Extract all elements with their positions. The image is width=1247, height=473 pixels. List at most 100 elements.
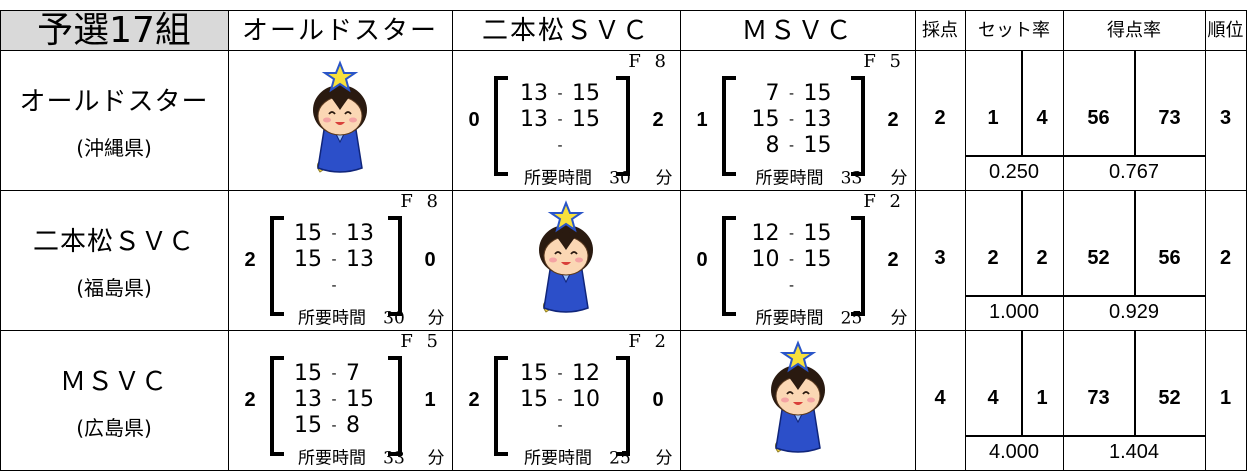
points-lost: 52 [1158, 387, 1181, 409]
rule [388, 216, 402, 220]
rule [398, 216, 402, 316]
rule [494, 76, 508, 80]
left-score: 2 [244, 249, 256, 271]
rule [494, 356, 508, 360]
set-separator: - [557, 418, 563, 434]
left-score: 2 [468, 389, 480, 411]
time-label: 所要時間 [755, 168, 824, 189]
set-score: 15 [294, 413, 322, 438]
set-separator: - [331, 392, 337, 408]
rule [494, 172, 508, 176]
score-rate: 0.929 [1108, 301, 1160, 323]
set-separator: - [331, 366, 337, 382]
time-value: 30 [609, 168, 631, 189]
rule [1134, 50, 1136, 155]
set-score: 13 [346, 221, 374, 246]
set-separator: - [331, 418, 337, 434]
rank: 2 [1219, 247, 1232, 269]
rule [494, 356, 498, 456]
rule [722, 172, 736, 176]
right-score: 1 [424, 389, 436, 411]
points-won: 52 [1087, 247, 1110, 269]
rule [494, 452, 508, 456]
set-score: 15 [520, 361, 548, 386]
rule [722, 216, 726, 316]
time-value: 25 [609, 448, 631, 469]
left-score: 0 [696, 249, 708, 271]
set-score: 13 [346, 247, 374, 272]
set-score: 8 [346, 413, 360, 438]
header-team: 二本松ＳＶＣ [481, 16, 651, 46]
time-value: 33 [840, 168, 863, 189]
set-separator: - [788, 86, 795, 102]
points-won: 73 [1087, 387, 1110, 409]
time-unit: 分 [655, 168, 673, 189]
team-cell [0, 190, 229, 331]
set-score: 15 [803, 247, 832, 272]
court: F 2 [628, 331, 670, 352]
set-separator: - [331, 226, 337, 242]
rule [861, 216, 865, 316]
rule [722, 216, 736, 220]
rule [494, 76, 498, 176]
time-value: 33 [383, 448, 405, 469]
rule [616, 356, 630, 360]
sets-won: 1 [987, 107, 999, 129]
set-rate: 0.250 [988, 161, 1040, 183]
prefecture: (広島県) [76, 416, 152, 440]
right-score: 2 [652, 109, 664, 131]
rule [851, 172, 865, 176]
set-score: 10 [751, 247, 780, 272]
court: F 2 [863, 191, 905, 212]
header-label: 得点率 [1107, 20, 1161, 41]
team-name: 二本松ＳＶＣ [32, 227, 196, 257]
set-separator: - [788, 138, 795, 154]
points-lost: 73 [1158, 107, 1181, 129]
set-score: 15 [294, 247, 322, 272]
header-team: ＭＳＶＣ [741, 16, 854, 46]
header-team: オールドスター [241, 16, 439, 46]
rule [722, 312, 736, 316]
points: 4 [934, 387, 946, 409]
rule [861, 76, 865, 176]
set-score: 12 [751, 221, 780, 246]
time-label: 所要時間 [524, 168, 592, 189]
set-score: 7 [765, 81, 780, 106]
set-score: 15 [803, 81, 832, 106]
set-score: 15 [572, 81, 600, 106]
points: 2 [934, 107, 946, 129]
rule [270, 356, 284, 360]
rule [616, 76, 630, 80]
set-separator: - [557, 392, 563, 408]
set-separator: - [557, 86, 563, 102]
time-unit: 分 [427, 308, 445, 329]
mascot [770, 340, 825, 453]
rank: 3 [1219, 107, 1232, 129]
time-unit: 分 [427, 448, 445, 469]
rule [626, 356, 630, 456]
rule [616, 452, 630, 456]
rule [851, 312, 865, 316]
time-label: 所要時間 [524, 448, 592, 469]
rule [1134, 190, 1136, 295]
set-score: 15 [751, 107, 780, 132]
rule [270, 356, 274, 456]
points-lost: 56 [1158, 247, 1181, 269]
rule [388, 452, 402, 456]
set-score: 15 [294, 361, 322, 386]
rule [626, 76, 630, 176]
group-cell [0, 10, 229, 51]
rank: 1 [1219, 387, 1232, 409]
set-separator: - [788, 252, 795, 268]
set-score: 15 [803, 133, 832, 158]
set-score: 13 [520, 107, 548, 132]
rule [722, 76, 736, 80]
set-score: 15 [520, 387, 548, 412]
time-value: 30 [383, 308, 405, 329]
court: F 8 [628, 51, 670, 72]
rule [965, 435, 1205, 437]
header-label: 採点 [922, 20, 958, 41]
set-separator: - [557, 112, 563, 128]
time-value: 25 [840, 308, 863, 329]
